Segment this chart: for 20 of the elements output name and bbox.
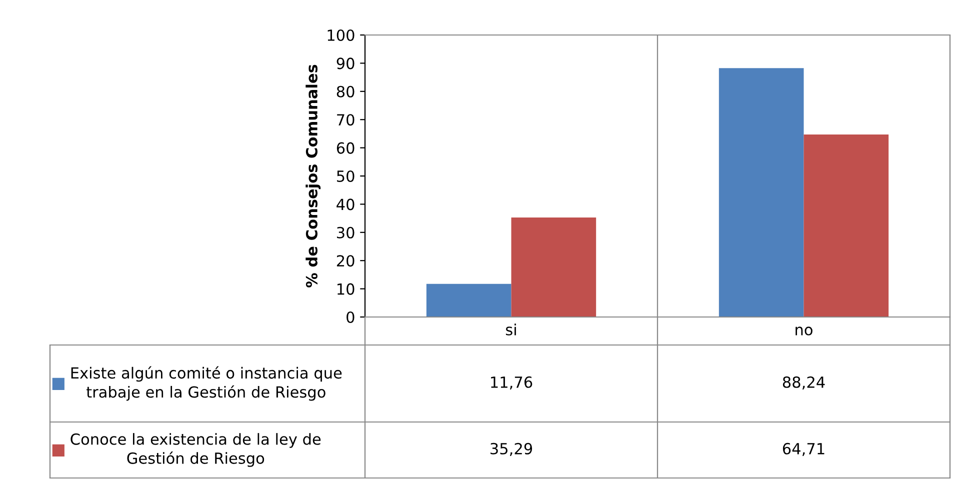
y-tick-label: 70 [337, 114, 354, 126]
y-tick-label: 80 [336, 86, 354, 98]
data-label: 64,71 [782, 442, 824, 456]
y-tick-label: 100 [328, 29, 354, 42]
legend-label: Conoce la existencia de la ley de Gestión de Riesgo [70, 433, 321, 467]
data-label: 35,29 [490, 442, 532, 456]
y-tick-label: 60 [336, 142, 354, 154]
y-tick-label: 20 [336, 255, 354, 267]
legend-label: Existe algún comité o instancia que trabaje en la Gestión de Riesgo [71, 366, 342, 401]
y-tick-label: 40 [336, 198, 354, 210]
x-tick-label: no [796, 326, 812, 336]
data-label: 88,24 [782, 376, 825, 390]
y-tick-label: 0 [346, 311, 354, 324]
y-tick-label: 30 [337, 226, 354, 238]
x-tick-label: si [506, 324, 516, 336]
y-axis-title: % de Consejos Comunales [306, 64, 321, 288]
data-label: 11,76 [491, 376, 532, 390]
y-tick-label: 50 [337, 170, 354, 182]
y-tick-label: 10 [338, 283, 354, 295]
y-tick-label: 90 [336, 58, 354, 70]
